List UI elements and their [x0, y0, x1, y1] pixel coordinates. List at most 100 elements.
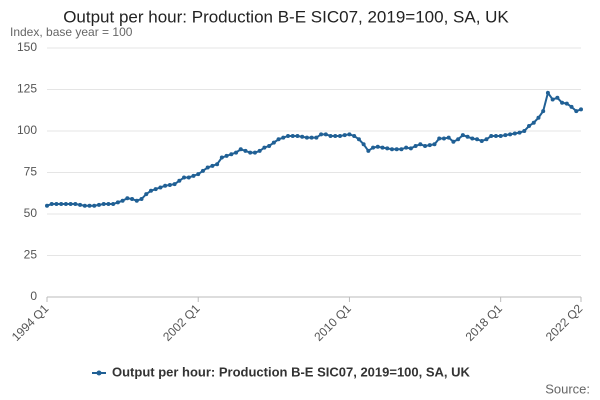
data-point [531, 120, 536, 125]
data-point [167, 182, 172, 187]
data-point [541, 109, 546, 114]
data-point [205, 165, 210, 170]
data-point [460, 133, 465, 138]
data-point [475, 137, 480, 142]
series-line [46, 90, 582, 207]
data-point [389, 147, 394, 152]
data-point [375, 144, 380, 149]
legend-marker [96, 370, 102, 376]
data-point [215, 162, 220, 167]
data-point [352, 133, 357, 138]
data-point [248, 150, 253, 155]
data-point [333, 133, 338, 138]
data-point [276, 137, 281, 142]
data-point [54, 202, 59, 207]
data-point [479, 138, 484, 143]
data-point [304, 135, 309, 140]
data-point [130, 197, 135, 202]
data-point [267, 143, 272, 148]
data-point [323, 132, 328, 137]
data-point [229, 152, 234, 157]
y-tick-label: 25 [24, 248, 38, 262]
x-tick-label: 2022 Q2 [543, 301, 586, 344]
data-point [200, 168, 205, 173]
data-point [394, 147, 399, 152]
data-point [309, 135, 314, 140]
data-point [158, 185, 163, 190]
data-point [451, 139, 456, 144]
data-point [413, 143, 418, 148]
data-point [470, 136, 475, 141]
data-point [286, 133, 291, 138]
data-point [87, 203, 92, 208]
data-point [446, 135, 451, 140]
data-point [262, 145, 267, 150]
data-point [456, 137, 461, 142]
data-point [45, 203, 49, 208]
data-point [555, 95, 560, 100]
data-point [579, 107, 583, 112]
data-point [281, 135, 286, 140]
data-point [328, 133, 333, 138]
data-point [522, 129, 527, 133]
data-point [314, 135, 319, 140]
x-tick-label: 1994 Q1 [9, 301, 52, 344]
data-point [68, 202, 73, 207]
data-point [493, 133, 498, 138]
data-point [92, 203, 97, 208]
data-point [337, 133, 342, 138]
data-point [96, 202, 101, 207]
data-point [484, 137, 489, 142]
data-point [432, 142, 437, 147]
data-point [111, 202, 116, 207]
legend-label: Output per hour: Production B-E SIC07, 2… [112, 364, 471, 379]
data-point [503, 133, 508, 138]
data-point [545, 90, 550, 95]
data-point [512, 131, 517, 136]
data-point [319, 132, 324, 137]
data-point [148, 188, 153, 193]
data-point [489, 133, 494, 138]
data-point [191, 173, 196, 178]
data-point [172, 182, 177, 187]
data-point [569, 104, 574, 109]
data-point [437, 136, 442, 141]
data-point [271, 140, 276, 145]
data-point [290, 133, 295, 138]
data-point [238, 147, 243, 152]
data-point [106, 202, 111, 207]
data-point [508, 132, 513, 137]
data-point [300, 134, 305, 139]
data-point [224, 153, 229, 158]
data-point [182, 175, 187, 180]
data-point [134, 198, 139, 203]
data-point [295, 133, 300, 138]
data-point [177, 178, 182, 183]
data-point [63, 202, 68, 207]
data-point [144, 192, 149, 197]
data-point [366, 148, 371, 153]
x-tick-label: 2002 Q1 [160, 301, 203, 344]
source: Source: [545, 381, 590, 396]
data-point [252, 150, 257, 155]
data-point [115, 200, 120, 205]
data-point [574, 109, 579, 114]
data-point [120, 198, 125, 203]
data-point [49, 202, 54, 207]
data-point [408, 146, 413, 151]
data-point [385, 146, 390, 151]
data-point [257, 148, 262, 153]
data-point [125, 196, 130, 201]
data-point [101, 202, 106, 207]
data-point [399, 147, 404, 152]
data-point [527, 124, 532, 129]
y-tick-label: 100 [17, 123, 37, 137]
data-point [219, 155, 224, 160]
data-point [423, 143, 428, 148]
y-tick-label: 125 [17, 82, 37, 96]
data-point [210, 163, 215, 168]
y-tick-label: 0 [30, 289, 37, 303]
data-point [59, 202, 64, 207]
data-point [153, 187, 158, 192]
data-point [234, 150, 239, 155]
